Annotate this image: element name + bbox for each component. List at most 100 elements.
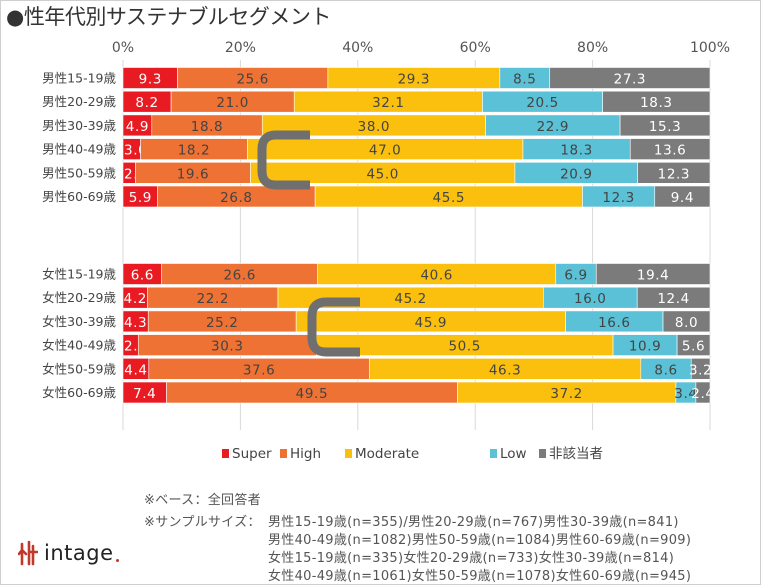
- data-label: 27.3: [614, 72, 646, 88]
- bar-非該当者: [619, 114, 711, 137]
- category-label: 女性20-29歳: [42, 290, 116, 305]
- bar-非該当者: [602, 90, 711, 113]
- data-label: 4.4: [124, 362, 147, 378]
- data-label: 6.6: [131, 268, 154, 284]
- data-label: 22.2: [197, 291, 229, 307]
- data-label: 4.3: [124, 315, 147, 331]
- data-label: 12.3: [658, 166, 690, 182]
- intage-logo: intage: [18, 540, 119, 566]
- data-label: 26.8: [220, 190, 252, 206]
- data-label: 10.9: [629, 339, 661, 355]
- data-label: 12.3: [602, 190, 634, 206]
- data-label: 45.2: [394, 291, 426, 307]
- x-tick-label: 100%: [690, 40, 730, 56]
- bracket-annotation: [307, 297, 360, 357]
- data-label: 20.9: [560, 166, 592, 182]
- data-label: 45.0: [366, 166, 398, 182]
- legend-swatch: [222, 449, 229, 458]
- data-label: 21.0: [216, 95, 248, 111]
- data-label: 9.3: [139, 72, 162, 88]
- data-label: 49.5: [296, 386, 328, 402]
- data-label: 37.6: [243, 362, 275, 378]
- sample-label: ※サンプルサイズ：: [144, 515, 261, 530]
- legend-label: High: [290, 446, 321, 462]
- data-label: 8.0: [675, 315, 698, 331]
- bracket-annotation: [257, 130, 310, 190]
- data-label: 2.4: [691, 386, 714, 402]
- data-label: 29.3: [398, 72, 430, 88]
- legend-label: Super: [232, 446, 272, 462]
- data-label: 45.9: [415, 315, 447, 331]
- category-label: 男性40-49歳: [42, 142, 116, 157]
- category-label: 女性40-49歳: [42, 338, 116, 353]
- data-label: 30.3: [211, 339, 243, 355]
- data-label: 18.3: [560, 143, 592, 159]
- bar-非該当者: [595, 263, 711, 285]
- base-note: ※ベース：全回答者: [144, 493, 261, 508]
- data-label: 22.9: [537, 119, 569, 135]
- data-label: 25.2: [206, 315, 238, 331]
- category-label: 女性50-59歳: [42, 361, 116, 376]
- data-label: 4.9: [126, 119, 149, 135]
- category-label: 男性60-69歳: [42, 189, 116, 204]
- legend-swatch: [345, 449, 352, 458]
- bar-非該当者: [695, 381, 711, 404]
- data-label: 15.3: [649, 119, 681, 135]
- data-label: 18.2: [178, 143, 210, 159]
- bar-非該当者: [629, 138, 711, 160]
- legend-swatch: [490, 449, 497, 458]
- data-label: 37.2: [550, 386, 582, 402]
- category-label: 男性15-19歳: [42, 71, 116, 86]
- bar-非該当者: [676, 334, 711, 356]
- legend-swatch: [280, 449, 287, 458]
- category-label: 女性15-19歳: [42, 267, 116, 282]
- x-tick-label: 0%: [112, 40, 134, 56]
- data-label: 8.6: [654, 362, 677, 378]
- data-label: 3.2: [689, 362, 712, 378]
- sample-line: 男性15-19歳(n=355)/男性20-29歳(n=767)男性30-39歳(…: [268, 515, 679, 530]
- data-label: 46.3: [489, 362, 521, 378]
- legend-swatch: [539, 449, 546, 458]
- data-label: 25.6: [236, 72, 268, 88]
- data-label: 50.5: [448, 339, 480, 355]
- data-label: 26.6: [223, 268, 255, 284]
- bar-非該当者: [654, 185, 711, 208]
- x-tick-label: 80%: [577, 40, 608, 56]
- data-label: 32.1: [372, 95, 404, 111]
- bar-非該当者: [549, 67, 711, 89]
- data-label: 18.3: [640, 95, 672, 111]
- data-label: 5.6: [682, 339, 705, 355]
- data-label: 19.4: [637, 268, 669, 284]
- x-tick-label: 20%: [225, 40, 256, 56]
- data-label: 40.6: [420, 268, 452, 284]
- category-label: 女性60-69歳: [42, 385, 116, 400]
- legend-label: 非該当者: [549, 446, 603, 462]
- data-label: 45.5: [433, 190, 465, 206]
- data-label: 38.0: [358, 119, 390, 135]
- data-label: 12.4: [657, 291, 689, 307]
- data-label: 3.4: [674, 386, 697, 402]
- category-label: 男性30-39歳: [42, 118, 116, 133]
- data-label: 8.2: [135, 95, 158, 111]
- logo-dot: [115, 558, 119, 562]
- bar-非該当者: [662, 310, 711, 333]
- legend-label: Low: [500, 446, 527, 462]
- data-label: 8.5: [513, 72, 536, 88]
- bar-非該当者: [637, 162, 711, 184]
- sample-line: 男性40-49歳(n=1082)男性50-59歳(n=1084)男性60-69歳…: [268, 533, 692, 548]
- category-label: 男性50-59歳: [42, 165, 116, 180]
- data-label: 7.4: [133, 386, 156, 402]
- data-label: 9.4: [671, 190, 694, 206]
- data-label: 13.6: [654, 143, 686, 159]
- category-label: 男性20-29歳: [42, 94, 116, 109]
- data-label: 20.5: [526, 95, 558, 111]
- data-label: 5.9: [129, 190, 152, 206]
- x-tick-label: 40%: [342, 40, 373, 56]
- data-label: 19.6: [177, 166, 209, 182]
- data-label: 16.6: [598, 315, 630, 331]
- page-title: ●性年代別サステナブルセグメント: [6, 5, 331, 29]
- data-label: 16.0: [574, 291, 606, 307]
- legend-label: Moderate: [355, 446, 419, 462]
- x-tick-label: 60%: [460, 40, 491, 56]
